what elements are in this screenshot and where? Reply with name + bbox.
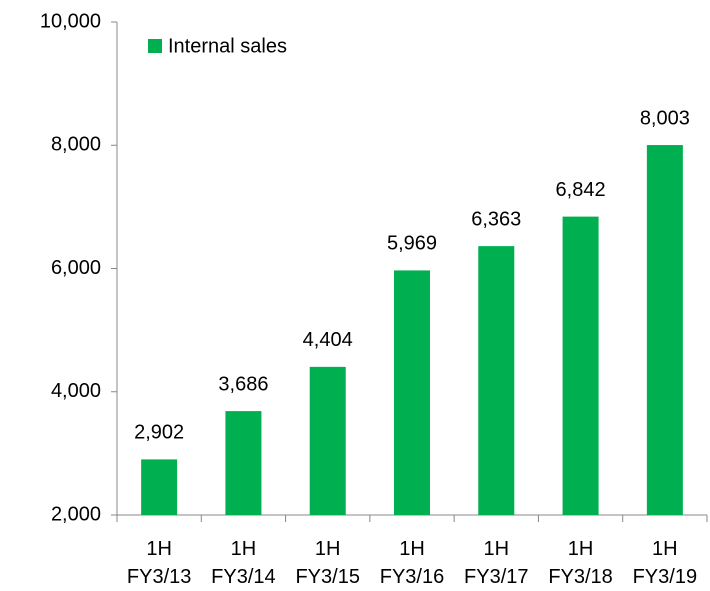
x-tick-label: 1H FY3/19 <box>632 538 698 588</box>
y-tick-label: 2,000 <box>51 503 101 525</box>
x-tick-label: 1H FY3/17 <box>464 538 529 588</box>
bar <box>141 459 178 515</box>
value-label: 2,902 <box>134 422 184 444</box>
value-label: 6,842 <box>556 179 606 201</box>
bar <box>646 145 683 515</box>
bar <box>562 216 599 515</box>
value-label: 4,404 <box>303 329 353 351</box>
bar <box>225 411 262 515</box>
value-label: 3,686 <box>218 373 268 395</box>
value-label: 5,969 <box>387 233 437 255</box>
bar <box>394 270 430 515</box>
x-tick-label: 1H FY3/14 <box>211 538 276 588</box>
y-tick-label: 4,000 <box>51 380 101 402</box>
value-label: 6,363 <box>471 208 521 230</box>
bar <box>309 366 346 515</box>
bar <box>478 246 515 515</box>
y-tick-label: 8,000 <box>51 134 101 156</box>
value-label: 8,003 <box>640 107 690 129</box>
legend-label: Internal sales <box>168 35 287 57</box>
y-tick-label: 6,000 <box>51 257 101 279</box>
x-tick-label: 1H FY3/16 <box>379 538 445 588</box>
x-tick-label: 1H FY3/15 <box>295 538 360 588</box>
x-tick-label: 1H FY3/18 <box>548 538 613 588</box>
x-tick-label: 1H FY3/13 <box>126 538 192 588</box>
y-tick-label: 10,000 <box>40 10 101 32</box>
legend-swatch <box>148 39 162 53</box>
